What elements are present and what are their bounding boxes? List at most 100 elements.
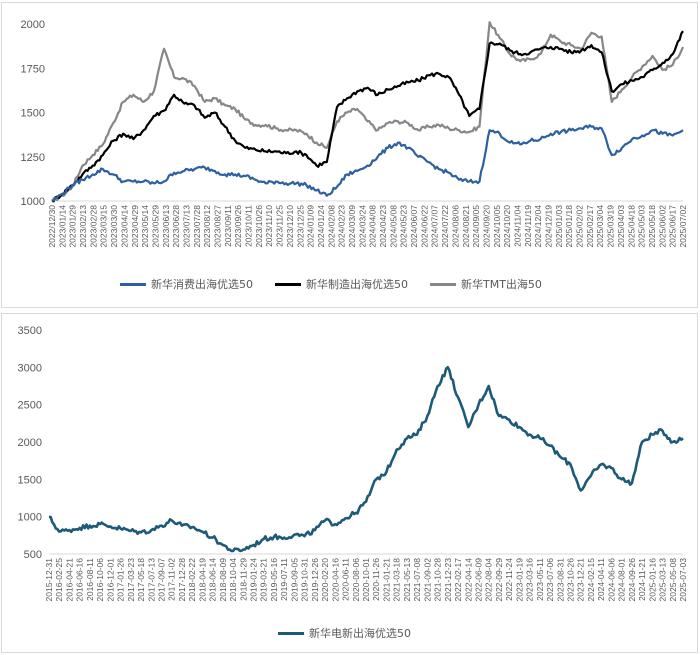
x-tick-label: 2024/03/09 (347, 205, 357, 248)
x-tick-label: 2019-12-26 (310, 558, 320, 602)
x-tick-label: 2019-10-31 (300, 558, 310, 602)
x-tick-label: 2025/02/17 (585, 205, 595, 248)
x-tick-label: 2024/04/23 (378, 205, 388, 248)
x-tick-label: 2020-04-16 (330, 558, 340, 602)
y-tick-label: 500 (24, 549, 42, 561)
x-tick-label: 2024/10/20 (502, 205, 512, 248)
x-tick-label: 2022/12/30 (47, 205, 57, 248)
x-tick-label: 2021-12-23 (443, 558, 453, 602)
x-tick-label: 2024/09/05 (471, 205, 481, 248)
x-tick-label: 2023/07/28 (192, 205, 202, 248)
x-tick-label: 2024-06-06 (606, 558, 616, 602)
x-tick-label: 2016-02-25 (54, 558, 64, 602)
x-tick-label: 2023-05-11 (535, 558, 545, 601)
x-tick-label: 2020-06-11 (341, 558, 351, 601)
y-tick-label: 2000 (18, 437, 42, 449)
x-tick-label: 2021-03-18 (392, 558, 402, 602)
y-tick-label: 1000 (18, 512, 42, 524)
x-tick-label: 2019-09-05 (289, 558, 299, 602)
y-tick-label: 2500 (18, 400, 42, 412)
x-tick-label: 2016-04-21 (64, 558, 74, 602)
x-tick-label: 2024/04/08 (368, 205, 378, 248)
x-tick-label: 2024/05/23 (399, 205, 409, 248)
x-tick-label: 2021-10-28 (433, 558, 443, 602)
legend-item-tmt: 新华TMT出海50 (430, 276, 542, 292)
x-tick-label: 2020-02-20 (320, 558, 330, 602)
x-tick-label: 2017-07-13 (146, 558, 156, 602)
x-tick-label: 2023-08-31 (555, 558, 565, 602)
x-tick-label: 2023/06/13 (161, 205, 171, 248)
x-tick-label: 2024/12/19 (544, 205, 554, 248)
legend-label-consumer: 新华消费出海优选50 (151, 278, 253, 291)
x-tick-label: 2024/07/07 (430, 205, 440, 248)
x-tick-label: 2023/02/13 (78, 205, 88, 248)
x-tick-label: 2020-11-26 (371, 558, 381, 601)
x-tick-label: 2025-05-08 (668, 558, 678, 602)
bottom-legend: 新华电新出海优选50 (278, 625, 433, 641)
x-tick-label: 2025/04/18 (626, 205, 636, 248)
x-tick-label: 2020-08-06 (351, 558, 361, 602)
top-chart-panel: 1000 1250 1500 1750 2000 2022/12/30 2023/01/14… (1, 2, 698, 308)
x-tick-label: 2024/02/08 (326, 205, 336, 248)
x-tick-label: 2023/12/10 (285, 205, 295, 248)
legend-label-manufacturing: 新华制造出海优选50 (306, 278, 408, 291)
x-tick-label: 2024/12/04 (533, 205, 543, 248)
x-tick-label: 2023-12-21 (576, 558, 586, 602)
x-tick-label: 2022-04-14 (463, 558, 473, 602)
x-tick-label: 2025-07-03 (678, 558, 688, 602)
x-tick-label: 2024/03/24 (357, 205, 367, 248)
x-tick-label: 2023/05/29 (150, 205, 160, 248)
y-tick-label: 1500 (21, 108, 45, 120)
x-tick-label: 2024-04-11 (596, 558, 606, 601)
x-tick-label: 2023/04/14 (119, 205, 129, 248)
x-tick-label: 2025/03/19 (606, 205, 616, 248)
x-tick-label: 2025-03-13 (658, 558, 668, 602)
x-tick-label: 2018-10-04 (228, 558, 238, 602)
x-tick-label: 2024/09/20 (481, 205, 491, 248)
x-tick-label: 2017-12-28 (177, 558, 187, 602)
x-tick-label: 2017-03-23 (126, 558, 136, 602)
x-tick-label: 2023/05/14 (140, 205, 150, 248)
x-tick-label: 2025/01/03 (554, 205, 564, 248)
x-tick-label: 2024/08/06 (450, 205, 460, 248)
x-tick-label: 2022-02-17 (453, 558, 463, 602)
x-tick-label: 2024/06/07 (409, 205, 419, 248)
x-tick-label: 2023/03/15 (99, 205, 109, 248)
x-tick-label: 2024-02-15 (586, 558, 596, 602)
legend-label-tmt: 新华TMT出海50 (461, 278, 542, 291)
x-tick-label: 2025/06/17 (668, 205, 678, 248)
x-tick-label: 2019-03-21 (259, 558, 269, 602)
x-tick-label: 2023/10/11 (244, 205, 254, 247)
x-tick-label: 2016-08-11 (85, 558, 95, 601)
x-tick-label: 2023/11/10 (264, 205, 274, 247)
x-tick-label: 2017-01-26 (116, 558, 126, 602)
x-tick-label: 2023/09/11 (223, 205, 233, 247)
y-tick-label: 1000 (21, 196, 45, 208)
x-tick-label: 2018-08-09 (218, 558, 228, 602)
series-line-manufacturing (51, 30, 684, 203)
x-tick-label: 2018-04-19 (197, 558, 207, 602)
x-tick-label: 2017-11-02 (167, 558, 177, 601)
x-tick-label: 2023/01/29 (68, 205, 78, 248)
x-tick-label: 2023-07-06 (545, 558, 555, 602)
x-tick-label: 2024/05/08 (388, 205, 398, 248)
x-tick-label: 2025/07/02 (678, 205, 688, 248)
x-tick-label: 2015-12-31 (44, 558, 54, 602)
series-line-consumer (51, 124, 684, 203)
legend-swatch-manufacturing (275, 282, 301, 286)
legend-swatch-electric (278, 631, 304, 635)
x-tick-label: 2024-08-01 (617, 558, 627, 602)
x-tick-label: 2016-10-06 (95, 558, 105, 602)
x-tick-label: 2025-01-16 (647, 558, 657, 602)
y-tick-label: 3500 (18, 325, 42, 337)
x-tick-label: 2023-01-19 (514, 558, 524, 602)
x-tick-label: 2024/10/05 (492, 205, 502, 248)
x-tick-label: 2023/03/30 (109, 205, 119, 248)
x-tick-label: 2024-09-26 (627, 558, 637, 602)
legend-swatch-consumer (120, 282, 146, 286)
legend-label-electric: 新华电新出海优选50 (309, 627, 411, 640)
x-tick-label: 2023-03-16 (525, 558, 535, 602)
y-tick-label: 1500 (18, 474, 42, 486)
legend-item-consumer: 新华消费出海优选50 (120, 276, 253, 292)
x-tick-label: 2019-01-24 (249, 558, 259, 602)
